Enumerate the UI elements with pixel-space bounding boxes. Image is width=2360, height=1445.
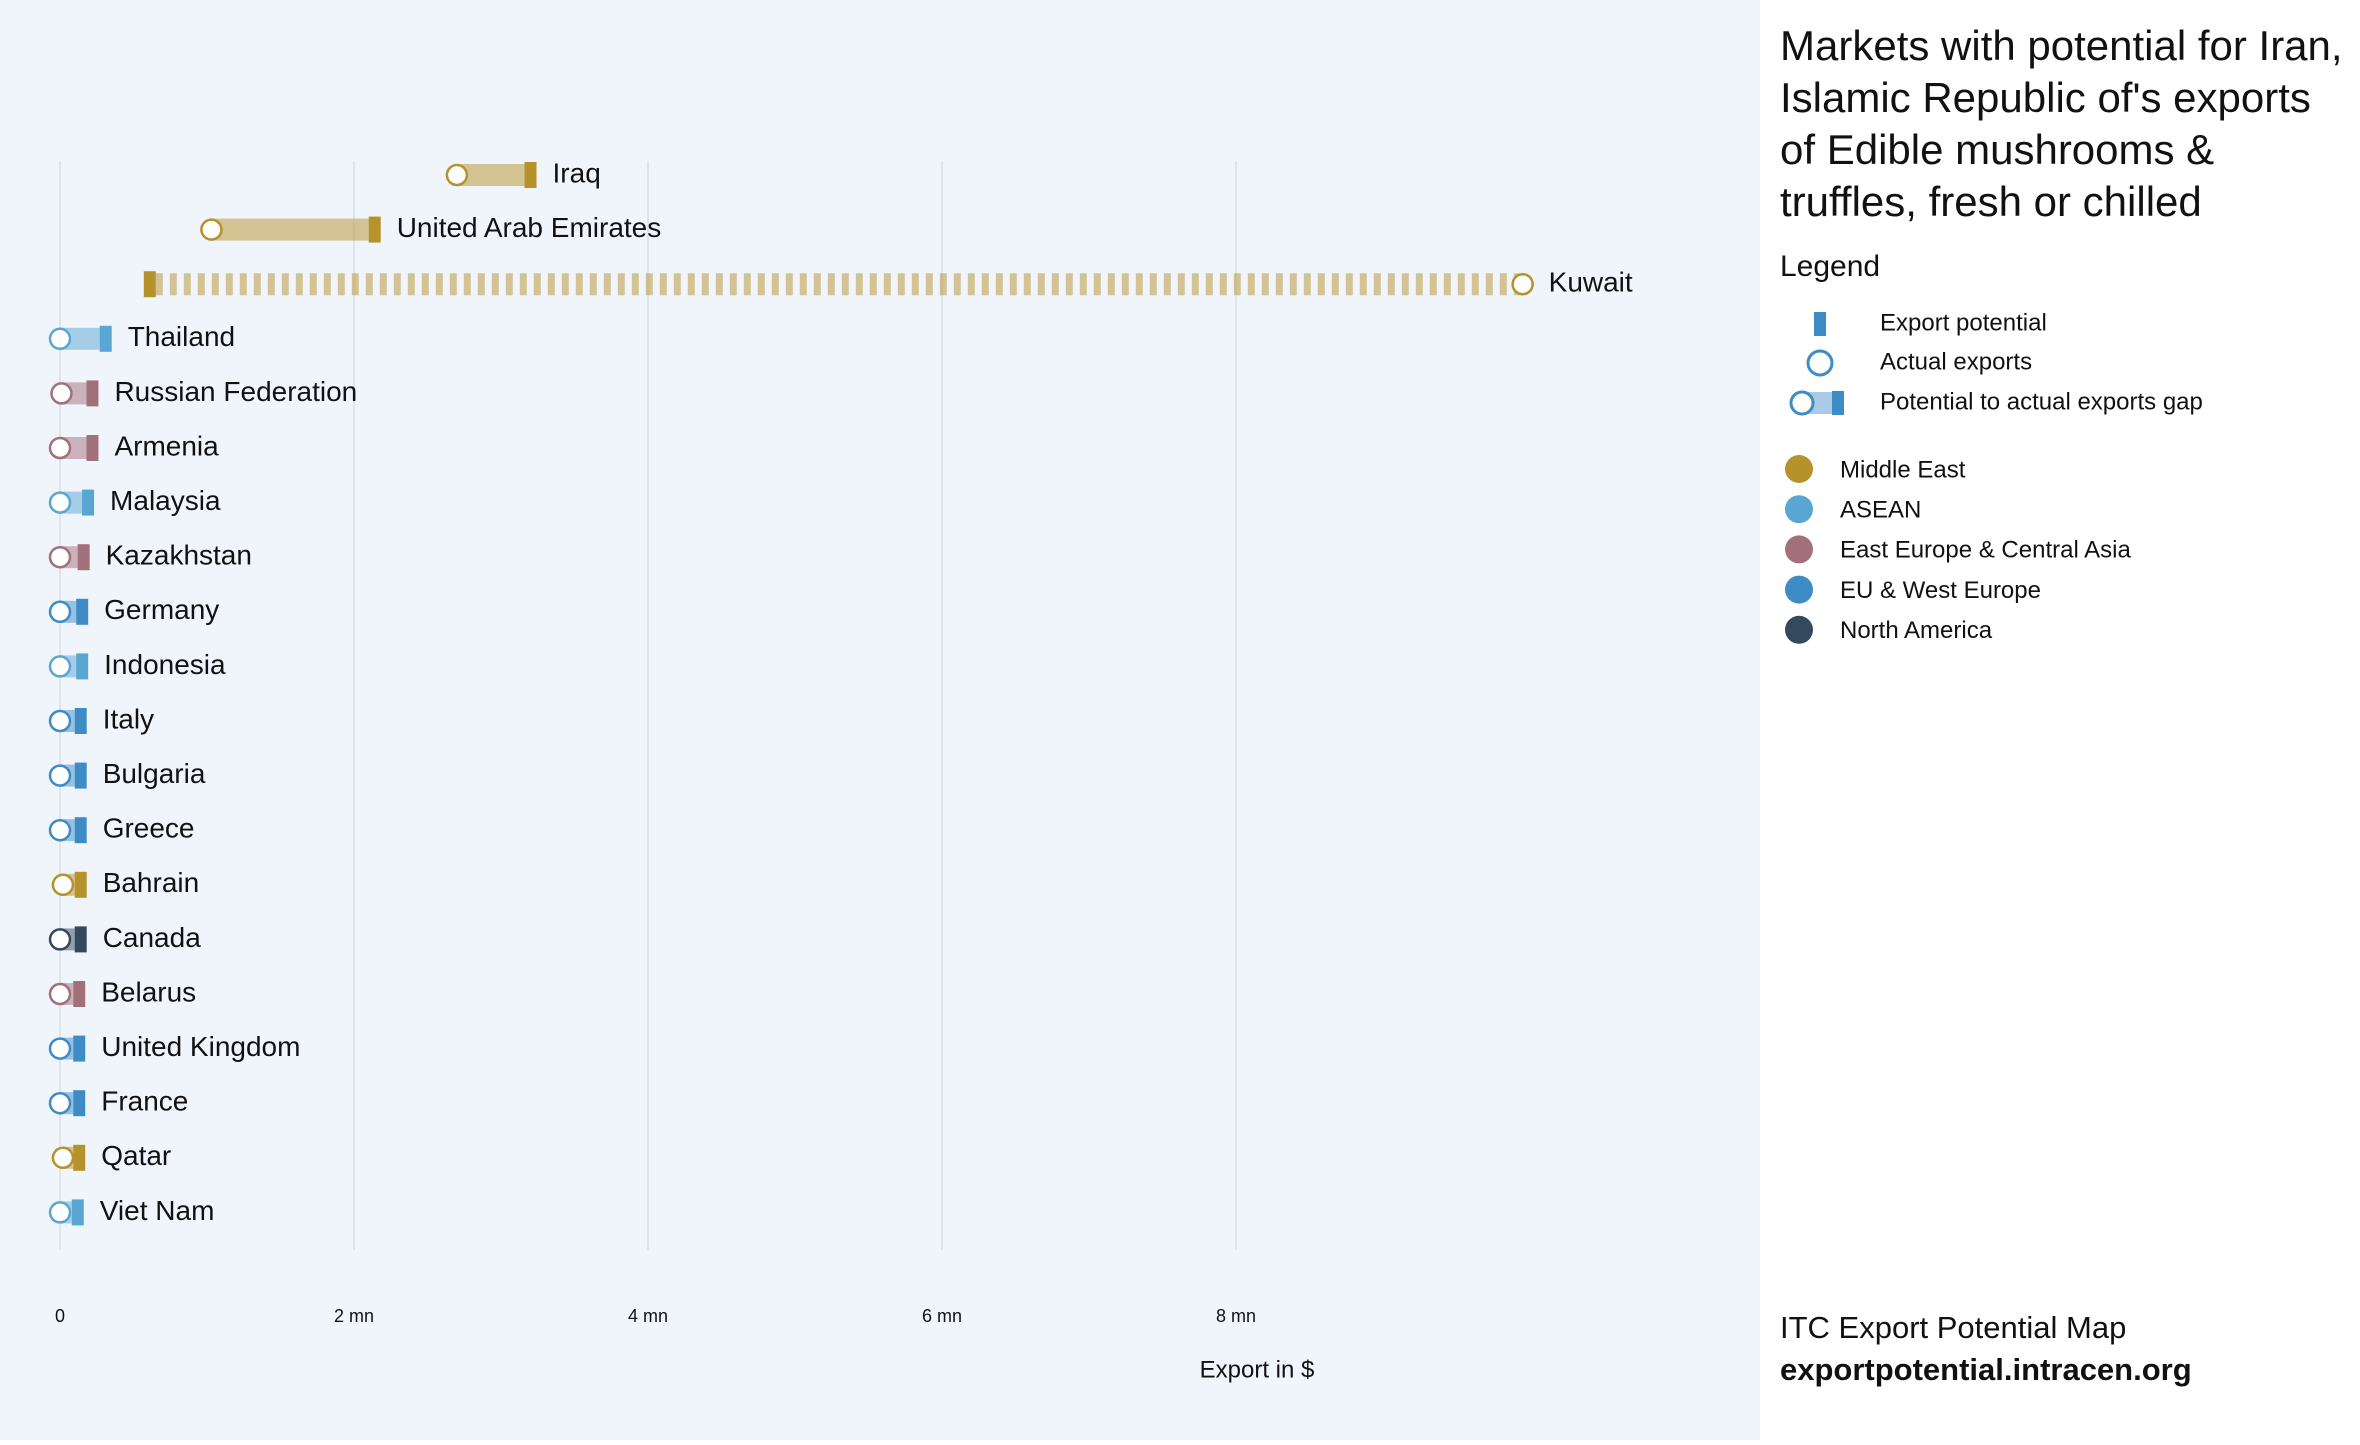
legend-title: Legend bbox=[1780, 250, 1880, 283]
potential-marker bbox=[99, 325, 112, 352]
category-label: United Kingdom bbox=[101, 1031, 300, 1062]
potential-marker bbox=[143, 271, 156, 298]
actual-marker bbox=[48, 436, 72, 460]
potential-marker bbox=[74, 708, 87, 734]
category-label: France bbox=[101, 1086, 188, 1117]
potential-marker bbox=[73, 1090, 86, 1117]
actual-marker bbox=[48, 818, 72, 842]
category-label: Malaysia bbox=[110, 485, 221, 516]
chart: Export in $ 0 2 mn 4 mn 6 mn 8 mn Iraq United … bbox=[48, 157, 1633, 1383]
category-label: Bulgaria bbox=[103, 758, 206, 789]
potential-marker bbox=[74, 871, 87, 898]
footer-url[interactable]: exportpotential.intracen.org bbox=[1780, 1352, 2192, 1387]
category-label: Italy bbox=[103, 703, 154, 734]
potential-marker bbox=[76, 598, 89, 625]
potential-marker bbox=[71, 1199, 84, 1226]
category-label: Canada bbox=[103, 922, 202, 953]
side-panel: Markets with potential for Iran, Islamic… bbox=[1760, 0, 2360, 1440]
x-tick-label: 6 mn bbox=[922, 1306, 962, 1326]
category-label: United Arab Emirates bbox=[397, 212, 662, 243]
category-label: Kazakhstan bbox=[106, 540, 252, 571]
gap bbox=[211, 218, 369, 241]
actual-marker bbox=[48, 655, 72, 678]
x-tick-label: 2 mn bbox=[334, 1306, 374, 1326]
category-label: Indonesia bbox=[104, 649, 226, 680]
legend-actual-icon bbox=[1806, 349, 1834, 377]
legend: Legend Export potential Actual exports P… bbox=[1780, 250, 2203, 644]
potential-marker bbox=[368, 216, 381, 243]
region-swatch bbox=[1785, 615, 1813, 644]
region-label: EU & West Europe bbox=[1840, 577, 2041, 604]
potential-marker bbox=[86, 435, 99, 461]
footer-source: ITC Export Potential Map bbox=[1780, 1310, 2127, 1345]
actual-marker bbox=[48, 491, 72, 514]
potential-marker bbox=[74, 762, 87, 789]
potential-marker bbox=[74, 817, 87, 844]
actual-marker bbox=[48, 327, 72, 351]
category-label: Viet Nam bbox=[100, 1195, 215, 1226]
region-label: Middle East bbox=[1840, 456, 1966, 483]
region-swatch bbox=[1785, 575, 1813, 604]
plot-panel: Export in $ 0 2 mn 4 mn 6 mn 8 mn Iraq United … bbox=[0, 0, 1760, 1440]
potential-marker bbox=[73, 1144, 86, 1171]
category-label: Qatar bbox=[101, 1140, 171, 1171]
legend-potential-icon bbox=[1814, 312, 1826, 336]
potential-marker bbox=[74, 926, 87, 953]
category-label: Germany bbox=[104, 594, 219, 625]
actual-marker bbox=[51, 873, 75, 897]
actual-marker bbox=[48, 545, 72, 569]
x-tick-label: 8 mn bbox=[1216, 1306, 1256, 1326]
region-swatch bbox=[1785, 535, 1813, 564]
legend-gap-icon bbox=[1789, 390, 1815, 416]
actual-marker bbox=[1511, 272, 1534, 296]
potential-marker bbox=[86, 380, 99, 407]
category-label: Kuwait bbox=[1549, 267, 1633, 298]
actual-marker bbox=[48, 982, 72, 1006]
category-label: Greece bbox=[103, 813, 195, 844]
category-label: Iraq bbox=[553, 157, 601, 188]
potential-marker bbox=[524, 162, 537, 188]
potential-marker bbox=[73, 981, 86, 1007]
region-label: North America bbox=[1840, 617, 1993, 644]
gap bbox=[456, 164, 525, 186]
region-swatch bbox=[1785, 455, 1813, 483]
actual-marker bbox=[48, 709, 72, 733]
potential-marker bbox=[73, 1035, 86, 1062]
region-label: ASEAN bbox=[1840, 497, 1921, 524]
legend-item: Potential to actual exports gap bbox=[1880, 388, 2203, 415]
x-tick-label: 4 mn bbox=[628, 1306, 668, 1326]
actual-marker bbox=[445, 163, 469, 187]
actual-marker bbox=[51, 1146, 75, 1170]
potential-marker bbox=[82, 489, 95, 516]
x-tick-label: 0 bbox=[55, 1306, 65, 1326]
potential-marker bbox=[77, 544, 90, 571]
actual-marker bbox=[48, 600, 72, 624]
legend-item: Export potential bbox=[1880, 309, 2047, 336]
category-label: Armenia bbox=[114, 430, 219, 461]
category-label: Belarus bbox=[101, 976, 196, 1007]
actual-marker bbox=[48, 764, 72, 787]
x-axis-label: Export in $ bbox=[1200, 1356, 1315, 1383]
legend-gap-icon bbox=[1832, 391, 1844, 415]
actual-marker bbox=[48, 1037, 72, 1060]
category-label: Russian Federation bbox=[114, 376, 357, 407]
region-swatch bbox=[1785, 495, 1813, 524]
actual-marker bbox=[48, 1201, 72, 1224]
potential-marker bbox=[76, 653, 89, 680]
gap bbox=[60, 327, 100, 350]
actual-marker bbox=[48, 928, 72, 951]
category-label: Thailand bbox=[128, 321, 235, 352]
chart-title: Markets with potential for Iran, Islamic… bbox=[1780, 22, 2343, 225]
legend-item: Actual exports bbox=[1880, 348, 2032, 375]
region-label: East Europe & Central Asia bbox=[1840, 537, 2131, 564]
actual-marker bbox=[200, 218, 223, 241]
actual-marker bbox=[50, 382, 73, 405]
actual-marker bbox=[48, 1091, 72, 1115]
category-label: Bahrain bbox=[103, 867, 200, 898]
